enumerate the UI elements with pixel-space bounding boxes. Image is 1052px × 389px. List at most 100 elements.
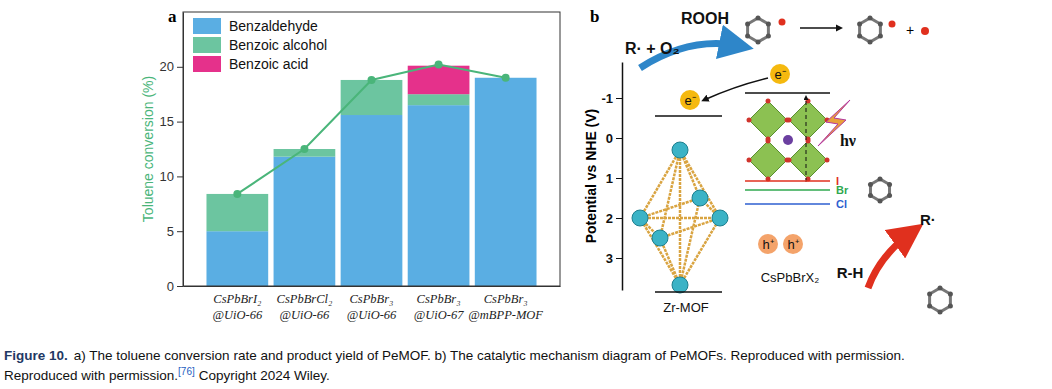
hole xyxy=(758,234,778,254)
tick-label: 15 xyxy=(160,114,174,129)
tick-mark xyxy=(177,122,183,123)
tick-label: 3 xyxy=(606,251,613,266)
diagram-text: h⁺ xyxy=(762,237,773,252)
mof-cluster xyxy=(672,142,688,158)
bar xyxy=(274,157,336,286)
diagram-text: hν xyxy=(840,132,856,149)
caption-line: Reproduced with permission.[76]Copyright… xyxy=(4,366,330,383)
atom xyxy=(756,40,761,45)
tick-mark xyxy=(177,231,183,232)
axis-line xyxy=(184,286,561,287)
atom xyxy=(868,193,873,198)
tick: CsPbBrCl₂@UiO-66 xyxy=(277,286,333,322)
tick: CsPbBr₃@UiO-67 xyxy=(414,286,464,322)
atom xyxy=(766,139,771,144)
legend-label: Benzaldehyde xyxy=(229,18,318,34)
mof-cluster xyxy=(672,277,688,293)
marker xyxy=(368,76,376,84)
tick-mark xyxy=(616,178,622,179)
plus: + xyxy=(906,22,914,38)
mof-cluster xyxy=(692,190,708,206)
atom xyxy=(868,16,873,21)
tick-label: CsPbBr₃@UiO-66 xyxy=(347,292,397,322)
tick-mark xyxy=(177,176,183,177)
tick: 3 xyxy=(606,251,622,266)
octahedron xyxy=(749,101,787,139)
octahedron xyxy=(749,141,787,179)
atom xyxy=(948,292,953,297)
diagram-text: CsPbBrX₂ xyxy=(761,270,820,285)
atom xyxy=(745,34,750,39)
energy-level xyxy=(655,115,722,117)
plot-frame xyxy=(183,12,560,286)
legend: Benzaldehyde Benzoic alcohol Benzoic acid xyxy=(193,18,327,72)
atom xyxy=(878,177,883,182)
hole xyxy=(783,234,803,254)
bar xyxy=(206,231,268,286)
legend-label: Benzoic acid xyxy=(229,56,308,72)
tick-label: 20 xyxy=(160,59,174,74)
tick-label: 1 xyxy=(606,171,613,186)
atom xyxy=(948,304,953,309)
legend-entry: Benzaldehyde xyxy=(193,18,318,34)
y-axis: 0 5 10 15 20 xyxy=(160,13,184,294)
arrow xyxy=(800,27,840,29)
atom xyxy=(927,304,932,309)
axis-line xyxy=(622,63,624,291)
bar xyxy=(341,80,403,115)
diagram-text: h⁺ xyxy=(787,237,798,252)
caption-label: Figure 10. xyxy=(4,348,68,363)
atom xyxy=(766,22,771,27)
tick-label: -1 xyxy=(601,91,613,106)
mof-cluster xyxy=(712,210,728,226)
atom xyxy=(747,118,752,123)
axis-title: Toluene conversion (%) xyxy=(140,76,156,222)
tick: 0 xyxy=(606,131,622,146)
tick-label: CsPbBrCl₂@UiO-66 xyxy=(277,292,333,322)
atom xyxy=(868,40,873,45)
legend-entry: Benzoic alcohol xyxy=(193,37,327,53)
electron xyxy=(680,90,700,110)
tick: CsPbBr₃@mBPP-MOF xyxy=(468,286,543,322)
atom xyxy=(779,19,786,26)
panel-label: b xyxy=(590,7,599,26)
tick: -1 xyxy=(601,91,622,106)
x-axis: CsPbBrI₂@UiO-66 CsPbBrCl₂@UiO-66 CsPbBr₃@U… xyxy=(184,286,561,322)
tick-mark xyxy=(616,258,622,259)
marker xyxy=(435,61,443,69)
excitation xyxy=(806,97,807,182)
tick-mark xyxy=(616,98,622,99)
atom xyxy=(857,22,862,27)
tick-label: 0 xyxy=(167,279,174,294)
mof-linker xyxy=(660,150,680,238)
mof-cluster xyxy=(632,210,648,226)
tick: 2 xyxy=(606,211,622,226)
atom xyxy=(927,292,932,297)
tick-label: CsPbBr₃@mBPP-MOF xyxy=(468,292,543,322)
caption-text: Copyright 2024 Wiley. xyxy=(199,368,330,383)
tick-label: CsPbBr₃@UiO-67 xyxy=(414,292,464,322)
atom xyxy=(887,193,892,198)
mof-linker xyxy=(660,218,720,238)
mof-linker xyxy=(680,150,720,218)
tick: 10 xyxy=(160,169,183,184)
atom xyxy=(889,21,896,28)
tick: 0 xyxy=(167,279,183,294)
bar xyxy=(408,94,470,105)
tick: CsPbBrI₂@UiO-66 xyxy=(212,286,262,322)
caption-text: Reproduced with permission. xyxy=(4,368,178,383)
atom xyxy=(878,34,883,39)
legend-swatch xyxy=(193,37,221,53)
atom xyxy=(921,27,929,35)
bar-series xyxy=(206,80,469,231)
atom xyxy=(747,158,752,163)
tick-label: CsPbBrI₂@UiO-66 xyxy=(212,292,262,322)
caption: Figure 10.a) The toluene conversion rate… xyxy=(4,348,905,383)
energy-level xyxy=(745,203,830,205)
tick: 5 xyxy=(167,224,183,239)
diagram-text: R· + O₂ xyxy=(625,40,680,57)
potential-axis: -1 0 1 2 3 xyxy=(601,63,622,291)
bar xyxy=(206,194,268,231)
tick-mark xyxy=(177,286,183,287)
molecule xyxy=(870,179,889,201)
